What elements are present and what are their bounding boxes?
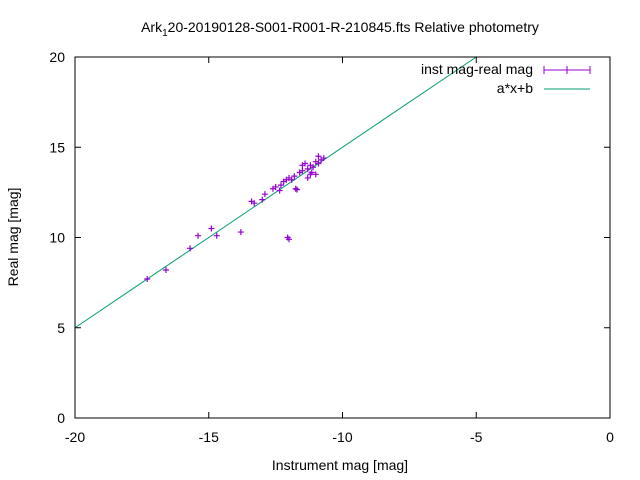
y-tick-label-4: 20: [49, 49, 65, 65]
fit-line: [74, 56, 477, 329]
chart-title-main: Ark: [141, 19, 163, 35]
x-tick-label-3: -5: [470, 429, 483, 445]
data-point-38: [320, 155, 327, 162]
data-point-3: [195, 232, 202, 239]
data-point-6: [237, 229, 244, 236]
chart-title-subscript: 1: [162, 28, 168, 39]
data-point-21: [291, 173, 298, 180]
data-point-0: [144, 276, 151, 283]
data-point-32: [310, 164, 317, 171]
data-point-35: [315, 153, 322, 160]
data-point-9: [259, 196, 266, 203]
y-tick-label-3: 15: [49, 139, 65, 155]
y-tick-label-2: 10: [49, 230, 65, 246]
data-point-25: [299, 167, 306, 174]
data-point-2: [187, 245, 194, 252]
data-point-22: [292, 185, 299, 192]
data-point-34: [312, 171, 319, 178]
plot-frame: [74, 56, 611, 419]
data-point-23: [294, 186, 301, 193]
y-tick-label-0: 0: [57, 410, 65, 426]
data-point-29: [304, 174, 311, 181]
data-point-8: [251, 200, 258, 207]
data-point-39: [308, 169, 315, 176]
legend: inst mag-real mag a*x+b: [421, 61, 591, 96]
x-ticks: -20 -15 -10 -5 0: [65, 57, 614, 445]
x-axis-title: Instrument mag [mag]: [272, 457, 408, 473]
chart-title: Ark120-20190128-S001-R001-R-210845.fts R…: [141, 19, 539, 39]
data-point-4: [208, 225, 215, 232]
y-axis-title: Real mag [mag]: [5, 188, 21, 287]
data-point-10: [261, 191, 268, 198]
y-ticks: 0 5 10 15 20: [49, 49, 610, 426]
data-point-1: [162, 266, 169, 273]
x-tick-label-2: -10: [332, 429, 352, 445]
data-point-36: [315, 160, 322, 167]
x-tick-label-4: 0: [606, 429, 614, 445]
data-point-14: [277, 182, 284, 189]
x-tick-label-0: -20: [65, 429, 85, 445]
y-tick-label-1: 5: [57, 320, 65, 336]
data-point-18: [286, 236, 292, 243]
data-points-layer: [144, 153, 327, 283]
x-tick-label-1: -15: [199, 429, 219, 445]
fit-line-layer: [74, 56, 477, 329]
data-point-5: [213, 232, 220, 239]
legend-label-line: a*x+b: [497, 80, 533, 96]
chart-title-rest: 20-20190128-S001-R001-R-210845.fts Relat…: [168, 19, 539, 35]
data-point-13: [276, 187, 283, 194]
data-point-28: [304, 165, 311, 172]
legend-label-points: inst mag-real mag: [421, 61, 533, 77]
data-point-27: [302, 160, 309, 167]
data-point-12: [272, 183, 279, 190]
data-point-20: [288, 176, 295, 183]
legend-sample-points-marker: [563, 66, 571, 74]
